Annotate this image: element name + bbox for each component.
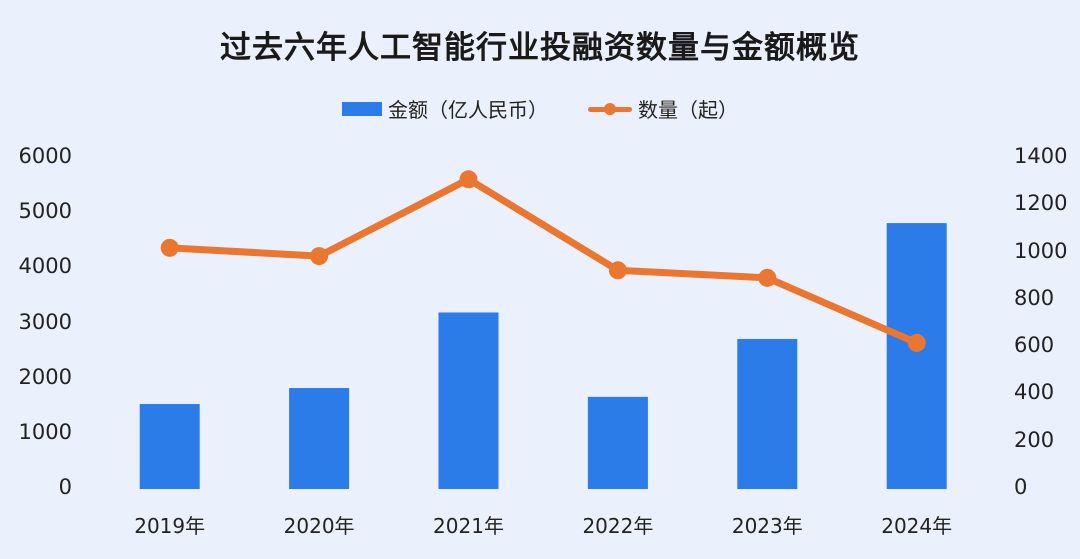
left-axis-tick: 5000: [18, 199, 72, 224]
left-axis-tick: 0: [58, 475, 72, 499]
x-axis-tick: 2024年: [881, 514, 953, 538]
amount-bar: [737, 338, 798, 489]
amount-bar: [587, 396, 648, 489]
right-axis-tick: 800: [1014, 285, 1055, 310]
count-marker: [310, 247, 329, 266]
legend: 金额（亿人民币） 数量（起）: [0, 94, 1080, 123]
right-axis-tick: 1400: [1014, 144, 1068, 168]
x-axis-tick: 2020年: [283, 514, 355, 538]
legend-label-amount: 金额（亿人民币）: [388, 98, 548, 122]
right-axis-tick: 1200: [1014, 191, 1068, 216]
count-line: [169, 175, 919, 347]
amount-bar: [886, 223, 947, 489]
left-axis-tick: 6000: [18, 144, 72, 168]
amount-bar: [289, 388, 350, 489]
left-axis-tick: 3000: [18, 309, 72, 334]
legend-item-count: 数量（起）: [588, 94, 738, 123]
bar-swatch-icon: [342, 101, 382, 116]
x-axis-tick: 2019年: [134, 514, 206, 538]
count-marker: [160, 238, 179, 257]
left-axis-tick: 2000: [18, 364, 72, 389]
right-axis-tick: 600: [1014, 333, 1055, 358]
right-axis-tick: 1000: [1014, 238, 1068, 263]
count-marker: [459, 170, 478, 189]
count-marker: [758, 268, 777, 287]
legend-item-amount: 金额（亿人民币）: [342, 94, 548, 123]
count-marker: [907, 333, 926, 352]
x-axis-tick: 2021年: [433, 514, 504, 538]
left-axis-tick: 1000: [18, 419, 72, 444]
chart-title: 过去六年人工智能行业投融资数量与金额概览: [220, 30, 860, 66]
right-axis-tick: 0: [1014, 475, 1028, 499]
right-axis-tick: 400: [1014, 380, 1055, 405]
left-axis-tick: 4000: [18, 254, 72, 279]
x-axis-tick: 2023年: [731, 514, 803, 538]
right-axis-tick: 200: [1014, 427, 1055, 452]
x-axis-tick: 2022年: [582, 514, 654, 538]
amount-bar: [139, 404, 200, 489]
line-marker-swatch-icon: [588, 101, 632, 117]
count-marker: [608, 261, 627, 280]
amount-bar: [438, 312, 499, 489]
legend-label-count: 数量（起）: [638, 98, 738, 122]
